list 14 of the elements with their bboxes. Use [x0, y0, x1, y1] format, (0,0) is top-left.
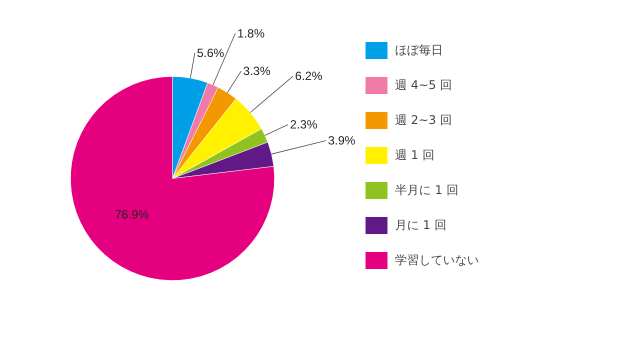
- legend-label: 学習していない: [395, 252, 479, 268]
- data-label: 2.3%: [290, 118, 318, 132]
- data-label: 1.8%: [237, 26, 265, 40]
- data-label: 3.9%: [328, 134, 356, 148]
- data-label: 6.2%: [295, 69, 323, 84]
- legend-label: 週 4~5 回: [395, 76, 452, 94]
- data-label: 3.3%: [243, 64, 271, 78]
- legend-label: 月に 1 回: [395, 216, 446, 234]
- data-label: 76.9%: [114, 207, 150, 222]
- legend-label: 半月に 1 回: [395, 182, 458, 198]
- legend-label: ほぼ毎日: [395, 42, 443, 58]
- data-label: 5.6%: [196, 46, 224, 60]
- legend-label: 週 2~3 回: [395, 112, 452, 128]
- legend-label: 週 1 回: [395, 146, 434, 164]
